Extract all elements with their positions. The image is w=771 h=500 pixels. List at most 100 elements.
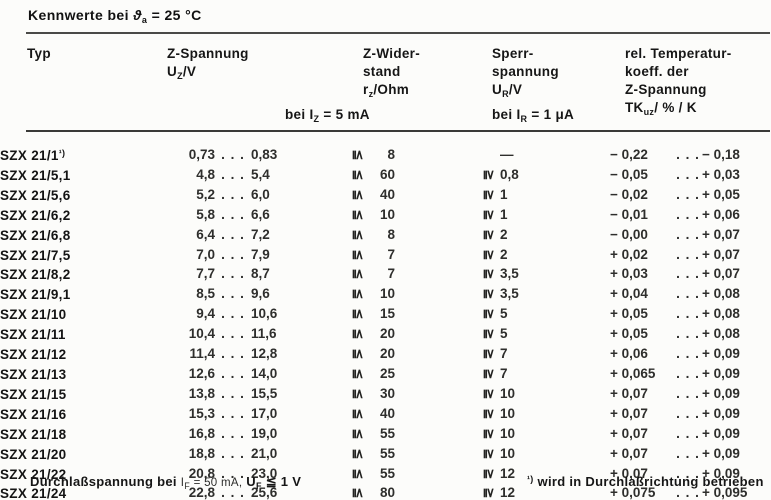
type-cell: SZX 21/18 xyxy=(0,424,162,444)
range-dots: . . . xyxy=(676,186,700,202)
ur-symbol-cell: ≧ xyxy=(478,304,500,324)
ur-symbol-cell: ≧ xyxy=(478,324,500,344)
uz-max-value: 14,0 xyxy=(251,365,278,381)
ur-value: 10 xyxy=(500,405,516,421)
range-dots: . . . xyxy=(676,246,700,262)
rz-value: 7 xyxy=(387,266,395,282)
range-dots: . . . xyxy=(221,246,245,262)
range-dots: . . . xyxy=(676,365,700,381)
ur-value: 7 xyxy=(500,346,508,362)
rz-value: 8 xyxy=(387,226,395,242)
ur-symbol-cell: ≧ xyxy=(478,464,500,484)
uz-min-value: 8,5 xyxy=(196,286,215,302)
rz-symbol-cell: ≦ xyxy=(348,304,368,324)
ur-symbol-cell: ≧ xyxy=(478,185,500,205)
uz-min-value: 15,3 xyxy=(188,405,215,421)
ur-value: 2 xyxy=(500,246,508,262)
less-equal-icon: ≦ xyxy=(350,209,366,221)
tk-min-value: + 0,05 xyxy=(610,306,648,322)
range-dots: . . . xyxy=(221,206,245,222)
table-row: SZX 21/18 16,8 . . . 19,0 ≦ 55 ≧ 10 + 0,… xyxy=(0,424,771,444)
column-gap xyxy=(395,364,478,384)
ur-value: 10 xyxy=(500,385,516,401)
range-dots: . . . xyxy=(221,306,245,322)
tk-min-value: − 0,02 xyxy=(610,186,648,202)
uz-min-value: 7,7 xyxy=(196,266,215,282)
uz-min-value: 6,4 xyxy=(196,226,215,242)
table-row: SZX 21/22 20,8 . . . 23,0 ≦ 55 ≧ 12 + 0,… xyxy=(0,464,771,484)
ur-value: 3,5 xyxy=(500,286,519,302)
rz-symbol-cell: ≦ xyxy=(348,483,368,500)
table-row: SZX 21/6,2 5,8 . . . 6,6 ≦ 10 ≧ 1 − 0,01… xyxy=(0,205,771,225)
table-row: SZX 21/9,1 8,5 . . . 9,6 ≦ 10 ≧ 3,5 + 0,… xyxy=(0,284,771,304)
range-dots: . . . xyxy=(221,326,245,342)
ur-symbol-cell: ≧ xyxy=(478,284,500,304)
rz-value: 7 xyxy=(387,246,395,262)
uz-min-value: 7,0 xyxy=(196,246,215,262)
ur-value: 7 xyxy=(500,365,508,381)
uz-min-value: 10,4 xyxy=(188,326,215,342)
range-dots: . . . xyxy=(221,186,245,202)
range-dots: . . . xyxy=(221,385,245,401)
greater-equal-icon: ≧ xyxy=(481,229,497,241)
uz-max-value: 8,7 xyxy=(251,266,270,282)
uz-max-value: 23,0 xyxy=(251,465,278,481)
tk-max-value: + 0,05 xyxy=(702,186,740,202)
table-body: SZX 21/1¹) 0,73 . . . 0,83 ≦ 8 — − 0,22 … xyxy=(0,145,771,500)
title-text: Kennwerte bei xyxy=(28,7,129,23)
rz-value: 15 xyxy=(379,306,395,322)
uz-max-value: 10,6 xyxy=(251,306,278,322)
greater-equal-icon: ≧ xyxy=(481,249,497,260)
tk-min-value: + 0,06 xyxy=(610,346,648,362)
uz-min-value: 16,8 xyxy=(188,425,215,441)
table-row: SZX 21/1¹) 0,73 . . . 0,83 ≦ 8 — − 0,22 … xyxy=(0,145,771,165)
greater-equal-icon: ≧ xyxy=(481,348,497,360)
column-gap xyxy=(395,225,478,245)
range-dots: . . . xyxy=(221,266,245,282)
column-gap xyxy=(395,284,478,304)
less-equal-icon: ≦ xyxy=(350,288,366,300)
type-cell: SZX 21/1¹) xyxy=(0,145,162,165)
type-cell: SZX 21/6,2 xyxy=(0,205,162,225)
footnote-marker: ¹) xyxy=(527,474,534,484)
range-dots: . . . xyxy=(676,286,700,302)
type-cell: SZX 21/13 xyxy=(0,364,162,384)
type-cell: SZX 21/20 xyxy=(0,444,162,464)
greater-equal-icon: ≧ xyxy=(481,209,497,221)
rz-symbol-cell: ≦ xyxy=(348,225,368,245)
tk-min-value: + 0,05 xyxy=(610,326,648,342)
rz-value: 20 xyxy=(379,326,395,342)
uz-max-value: 6,6 xyxy=(251,206,270,222)
column-gap xyxy=(395,304,478,324)
table-row: SZX 21/13 12,6 . . . 14,0 ≦ 25 ≧ 7 + 0,0… xyxy=(0,364,771,384)
less-equal-icon: ≦ xyxy=(350,189,366,201)
rz-symbol-cell: ≦ xyxy=(348,444,368,464)
greater-equal-icon: ≧ xyxy=(481,268,497,280)
range-dots: . . . xyxy=(676,425,700,441)
uz-max-value: 9,6 xyxy=(251,286,270,302)
uz-min-value: 0,73 xyxy=(188,147,215,162)
uz-max-value: 7,2 xyxy=(251,226,270,242)
type-cell: SZX 21/5,1 xyxy=(0,165,162,185)
ur-symbol-cell: ≧ xyxy=(478,245,500,265)
range-dots: . . . xyxy=(221,365,245,381)
rz-value: 25 xyxy=(379,365,395,381)
type-label: SZX 21/12 xyxy=(0,347,67,363)
column-header-sperrspannung: Sperr- spannung UR/V xyxy=(492,45,559,103)
table-row: SZX 21/5,1 4,8 . . . 5,4 ≦ 60 ≧ 0,8 − 0,… xyxy=(0,165,771,185)
tk-min-value: − 0,00 xyxy=(610,226,648,242)
tk-max-value: + 0,08 xyxy=(702,326,740,342)
type-label: SZX 21/24 xyxy=(0,486,67,500)
rz-symbol-cell: ≦ xyxy=(348,205,368,225)
ur-symbol-cell: ≧ xyxy=(478,225,500,245)
range-dots: . . . xyxy=(676,306,700,322)
greater-equal-icon: ≧ xyxy=(481,487,497,499)
ur-header-symbol: UR/V xyxy=(492,82,523,99)
column-gap xyxy=(395,205,478,225)
less-equal-icon: ≦ xyxy=(350,328,366,340)
column-gap xyxy=(395,245,478,265)
uz-max-value: 0,83 xyxy=(251,147,278,162)
type-cell: SZX 21/9,1 xyxy=(0,284,162,304)
tk-header-line3: Z-Spannung xyxy=(625,82,707,97)
column-gap xyxy=(395,324,478,344)
